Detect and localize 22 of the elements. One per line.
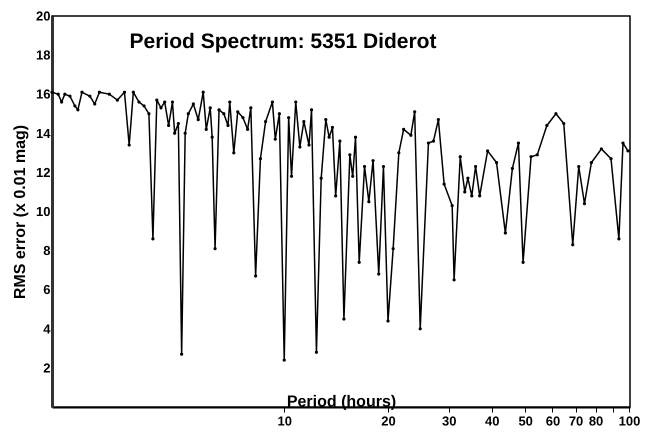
x-axis-title: Period (hours) [286,394,396,410]
text: Period Spectrum: 5351 Diderot [130,30,436,53]
x-tick-label: 80 [588,414,604,428]
x-tick-label: 10 [277,414,292,428]
x-tick-label: 40 [485,414,500,428]
y-tick-label: 10 [36,204,50,219]
x-tick-label: 60 [546,414,560,428]
x-tick-label: 20 [381,414,396,428]
x-tick-label: 50 [518,414,533,428]
y-axis-title: RMS error (x 0.01 mag) [12,124,30,300]
y-tick-label: 6 [43,282,50,298]
y-tick-label: 14 [36,126,52,141]
y-tick-label: 18 [36,48,50,63]
y-tick-label: 20 [36,8,50,24]
x-tick-label: 30 [442,414,456,428]
y-tick-label: 8 [43,243,50,258]
y-tick-label: 12 [36,164,50,180]
x-tick-label: 70 [568,414,584,428]
y-tick-label: 4 [43,321,52,336]
y-tick-label: 16 [36,86,50,102]
x-tick-label: 100 [618,414,640,428]
y-tick-label: 2 [43,360,50,376]
